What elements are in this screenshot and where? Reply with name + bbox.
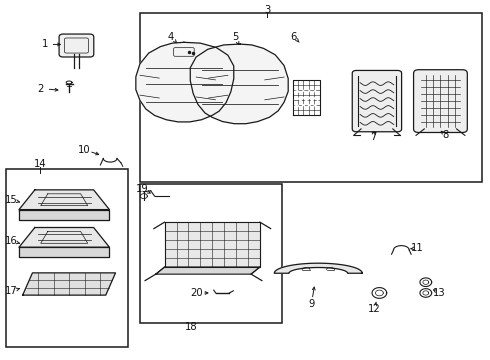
Text: 16: 16 [5,236,18,246]
Polygon shape [136,42,234,122]
Polygon shape [19,210,109,220]
Text: 13: 13 [433,288,446,298]
Text: 17: 17 [5,286,18,296]
Polygon shape [274,263,362,273]
Text: 3: 3 [264,5,270,15]
Polygon shape [190,44,288,124]
Text: 5: 5 [232,32,239,41]
Text: 8: 8 [442,130,448,140]
Text: 11: 11 [411,243,423,253]
Text: 20: 20 [190,288,202,298]
Text: 4: 4 [168,32,174,41]
FancyBboxPatch shape [59,34,94,57]
Text: 18: 18 [185,322,197,332]
Text: 12: 12 [368,304,381,314]
Text: 14: 14 [33,159,46,169]
Text: 19: 19 [136,184,149,194]
Text: 15: 15 [5,195,18,205]
Text: 6: 6 [291,32,297,41]
Polygon shape [19,190,109,210]
Text: 2: 2 [38,84,44,94]
Polygon shape [23,273,116,295]
Polygon shape [156,267,260,274]
FancyBboxPatch shape [352,71,402,132]
Text: 7: 7 [370,132,376,142]
Polygon shape [165,222,260,267]
Polygon shape [19,247,109,257]
Text: 9: 9 [308,299,315,309]
FancyBboxPatch shape [414,70,467,132]
Text: 10: 10 [77,144,90,154]
Text: 1: 1 [42,40,48,49]
Polygon shape [19,228,109,247]
